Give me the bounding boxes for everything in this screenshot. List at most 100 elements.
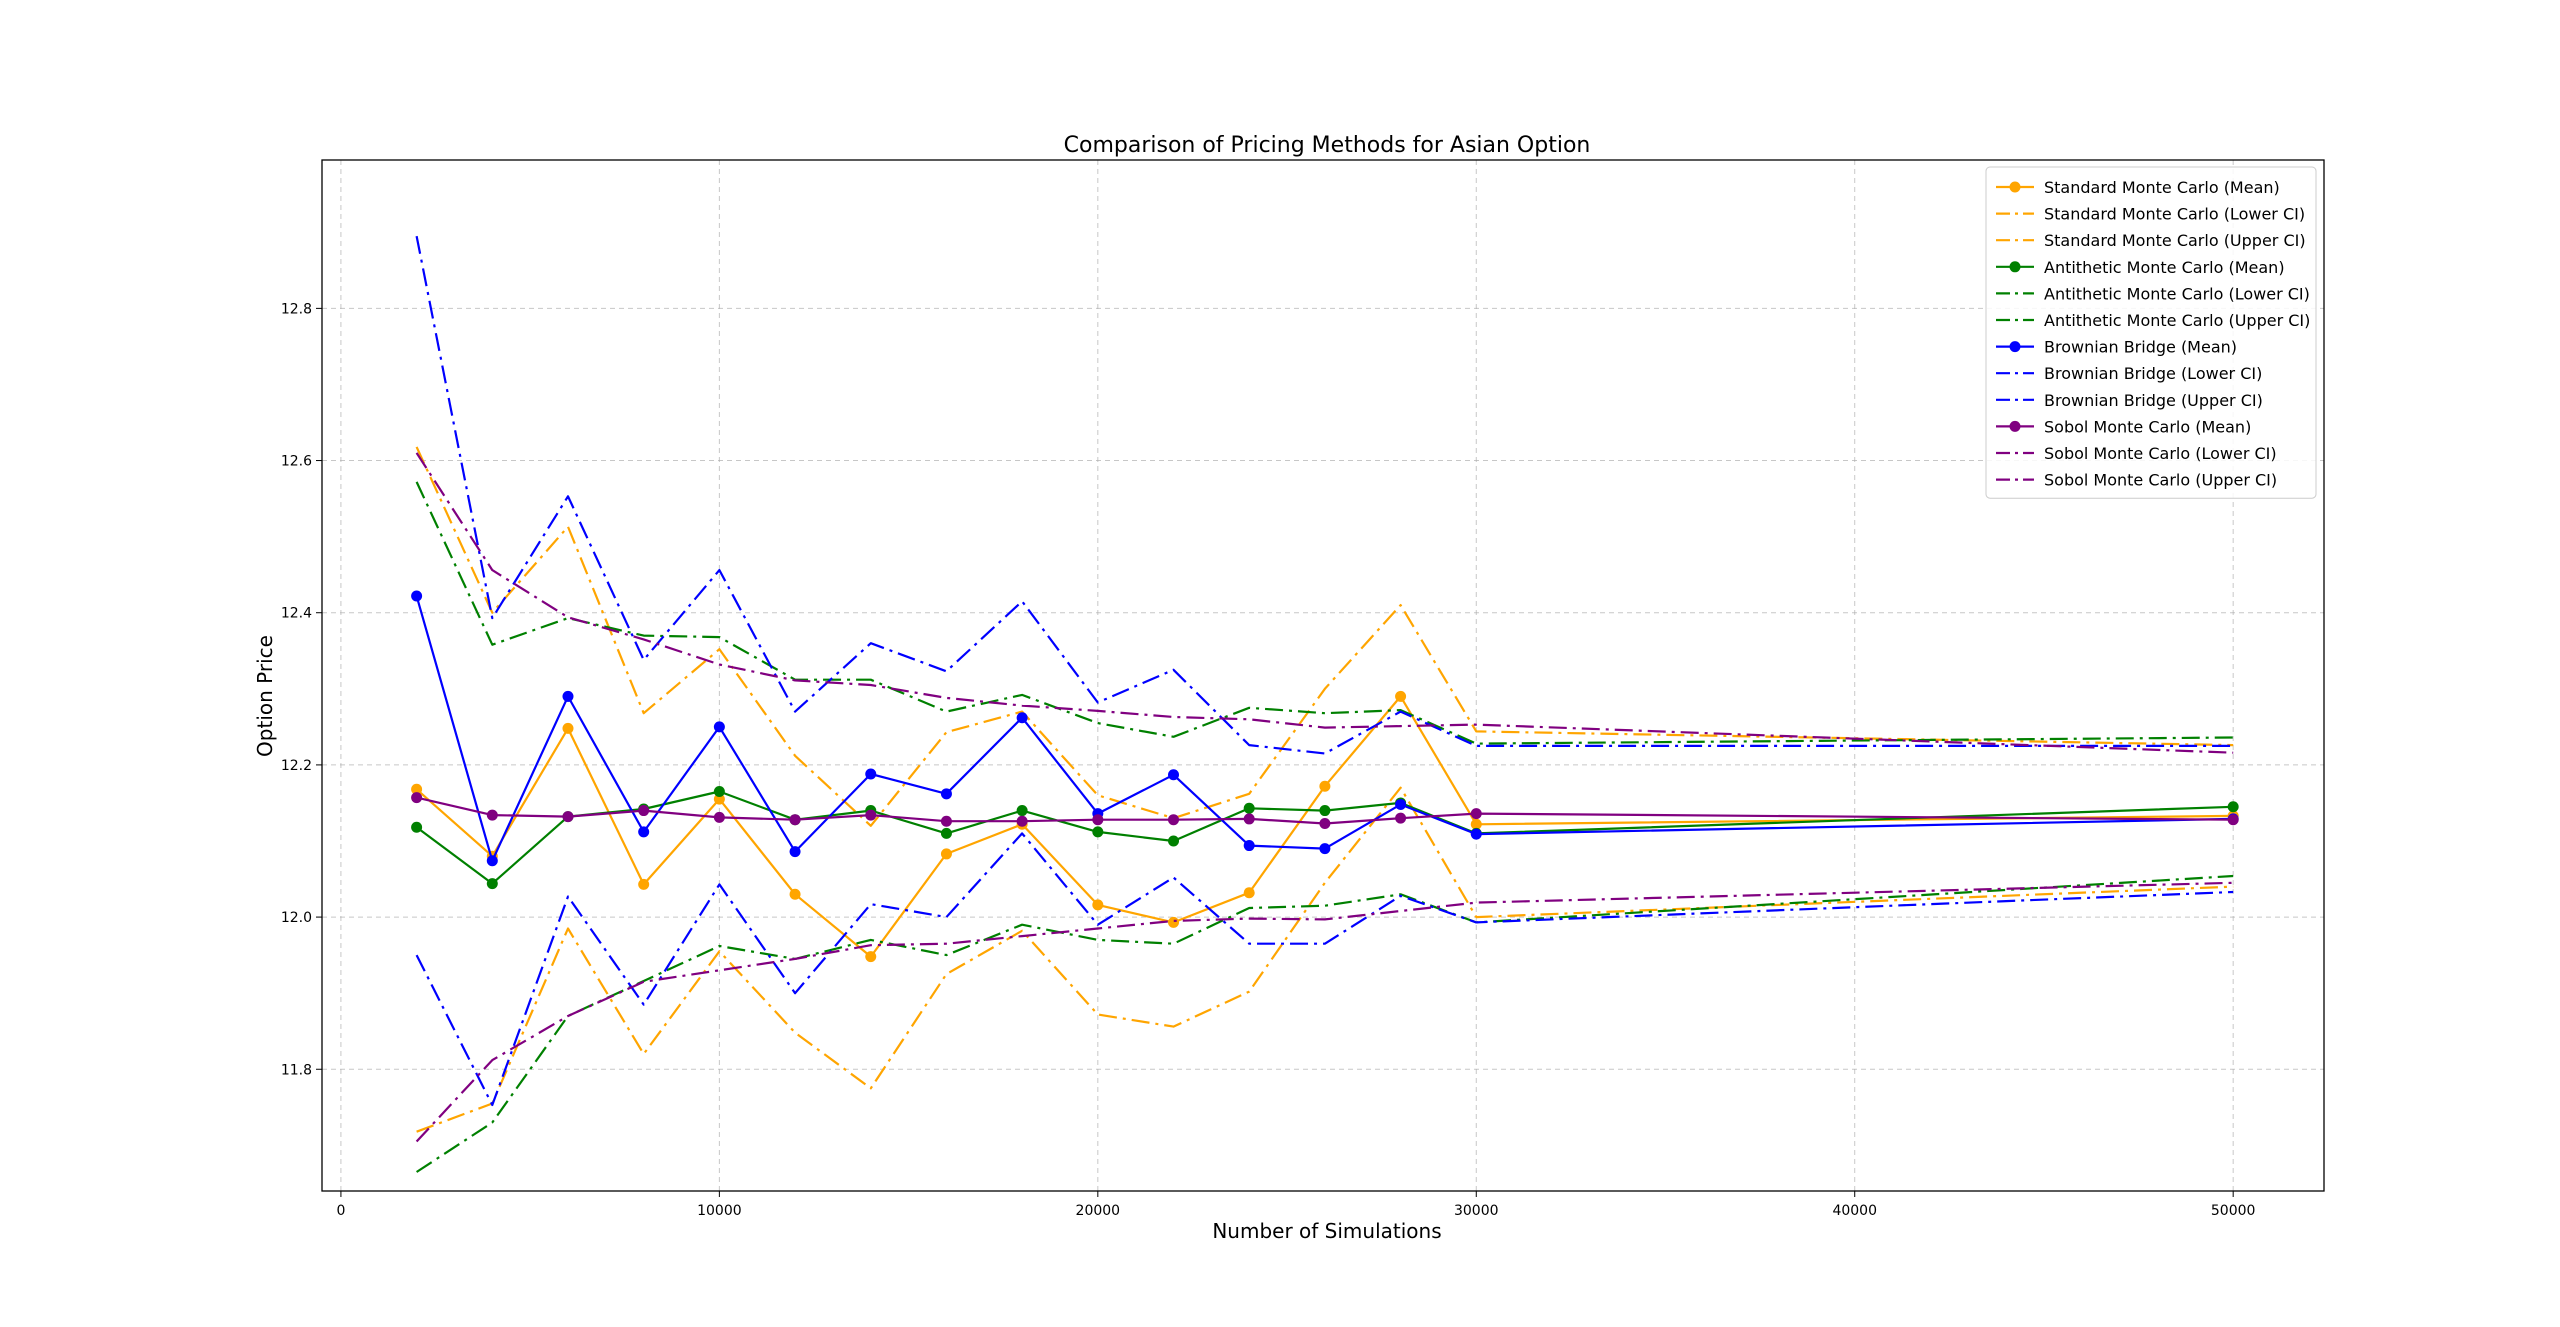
data-point — [1470, 818, 1482, 830]
y-tick-label: 11.8 — [281, 1062, 312, 1078]
legend-label: Brownian Bridge (Upper CI) — [2044, 391, 2263, 410]
legend-label: Sobol Monte Carlo (Mean) — [2044, 417, 2251, 436]
legend-label: Antithetic Monte Carlo (Mean) — [2044, 258, 2285, 277]
data-point — [865, 809, 877, 821]
y-tick-label: 12.6 — [281, 454, 312, 470]
data-point — [1395, 812, 1407, 824]
data-point — [1016, 815, 1028, 827]
data-point — [789, 846, 801, 858]
series-antithetic-monte-carlo-lower-ci — [415, 874, 2234, 1173]
series-line — [415, 881, 2234, 1143]
data-point — [1243, 840, 1255, 852]
data-point — [865, 768, 877, 780]
data-point — [1092, 899, 1104, 911]
data-point — [638, 805, 650, 817]
legend-item: Sobol Monte Carlo (Mean) — [1996, 417, 2251, 436]
legend-label: Standard Monte Carlo (Lower CI) — [2044, 205, 2305, 224]
data-point — [713, 793, 725, 805]
data-point — [1319, 843, 1331, 855]
data-point — [1470, 808, 1482, 820]
legend: Standard Monte Carlo (Mean) Standard Mont… — [1985, 166, 2317, 499]
data-point — [940, 815, 952, 827]
data-point — [486, 809, 498, 821]
legend-marker — [2009, 341, 2021, 353]
data-point — [1168, 916, 1180, 928]
y-tick-label: 12.8 — [281, 301, 312, 317]
series-layer — [411, 235, 2239, 1173]
series-line — [415, 452, 2234, 754]
data-point — [1319, 805, 1331, 817]
data-point — [638, 826, 650, 838]
chart-title: Comparison of Pricing Methods for Asian … — [1064, 133, 1591, 158]
legend-item: Standard Monte Carlo (Lower CI) — [1996, 205, 2305, 224]
x-tick-label: 10000 — [697, 1203, 742, 1219]
data-point — [411, 783, 423, 795]
series-sobol-monte-carlo-lower-ci — [415, 881, 2234, 1143]
data-point — [411, 821, 423, 833]
data-point — [940, 848, 952, 860]
data-point — [411, 792, 423, 804]
x-axis-title: Number of Simulations — [1212, 1219, 1441, 1243]
legend-label: Antithetic Monte Carlo (Upper CI) — [2044, 311, 2310, 330]
legend-item: Sobol Monte Carlo (Upper CI) — [1996, 471, 2277, 490]
data-point — [1319, 817, 1331, 829]
data-point — [713, 811, 725, 823]
data-point — [486, 855, 498, 867]
legend-item: Standard Monte Carlo (Upper CI) — [1996, 231, 2306, 250]
data-point — [562, 722, 574, 734]
series-brownian-bridge-mean — [411, 590, 2239, 867]
legend-marker — [2009, 181, 2021, 193]
data-point — [1016, 712, 1028, 724]
series-line — [416, 796, 2234, 825]
series-line — [415, 235, 2234, 755]
data-point — [1319, 780, 1331, 792]
series-line — [415, 446, 2234, 827]
legend-item: Brownian Bridge (Lower CI) — [1996, 364, 2262, 383]
data-point — [1168, 769, 1180, 781]
legend-item: Brownian Bridge (Upper CI) — [1996, 391, 2263, 410]
legend-label: Standard Monte Carlo (Mean) — [2044, 178, 2280, 197]
data-point — [1395, 690, 1407, 702]
legend-box — [1985, 166, 2317, 499]
data-point — [1168, 814, 1180, 826]
plot-area-frame — [321, 159, 2325, 1192]
series-line — [415, 695, 2234, 958]
x-tick-label: 40000 — [1832, 1203, 1877, 1219]
data-point — [562, 690, 574, 702]
data-point — [1243, 802, 1255, 814]
legend-item: Antithetic Monte Carlo (Lower CI) — [1996, 284, 2310, 303]
y-axis-title: Option Price — [253, 635, 277, 757]
axes-ticks: 0 10000 20000 30000 40000 50000 11.8 12.0 12.2 12… — [281, 301, 2256, 1219]
legend-label: Brownian Bridge (Mean) — [2044, 338, 2237, 357]
legend-item: Antithetic Monte Carlo (Upper CI) — [1996, 311, 2310, 330]
data-point — [713, 721, 725, 733]
series-antithetic-monte-carlo-upper-ci — [415, 481, 2234, 745]
x-tick-label: 30000 — [1454, 1203, 1499, 1219]
legend-label: Sobol Monte Carlo (Upper CI) — [2044, 471, 2277, 490]
series-line — [415, 874, 2234, 1173]
series-brownian-bridge-lower-ci — [415, 832, 2234, 1107]
y-tick-label: 12.0 — [281, 910, 312, 926]
data-point — [2227, 801, 2239, 813]
y-tick-label: 12.2 — [281, 758, 312, 774]
data-point — [713, 786, 725, 798]
series-line — [416, 786, 2234, 1133]
series-standard-monte-carlo-upper-ci — [415, 446, 2234, 827]
data-point — [2227, 814, 2239, 826]
data-point — [486, 878, 498, 890]
legend-item: Antithetic Monte Carlo (Mean) — [1996, 258, 2285, 277]
data-point — [1016, 805, 1028, 817]
series-brownian-bridge-upper-ci — [415, 235, 2234, 755]
series-standard-monte-carlo-mean — [411, 690, 2239, 963]
data-point — [1092, 814, 1104, 826]
legend-item: Brownian Bridge (Mean) — [1996, 338, 2237, 357]
data-point — [562, 811, 574, 823]
y-tick-label: 12.4 — [281, 606, 312, 622]
legend-label: Brownian Bridge (Lower CI) — [2044, 364, 2262, 383]
x-tick-label: 0 — [336, 1203, 345, 1219]
data-point — [789, 814, 801, 826]
data-point — [1243, 887, 1255, 899]
series-line — [415, 832, 2234, 1107]
series-sobol-monte-carlo-upper-ci — [415, 452, 2234, 754]
legend-label: Standard Monte Carlo (Upper CI) — [2044, 231, 2306, 250]
